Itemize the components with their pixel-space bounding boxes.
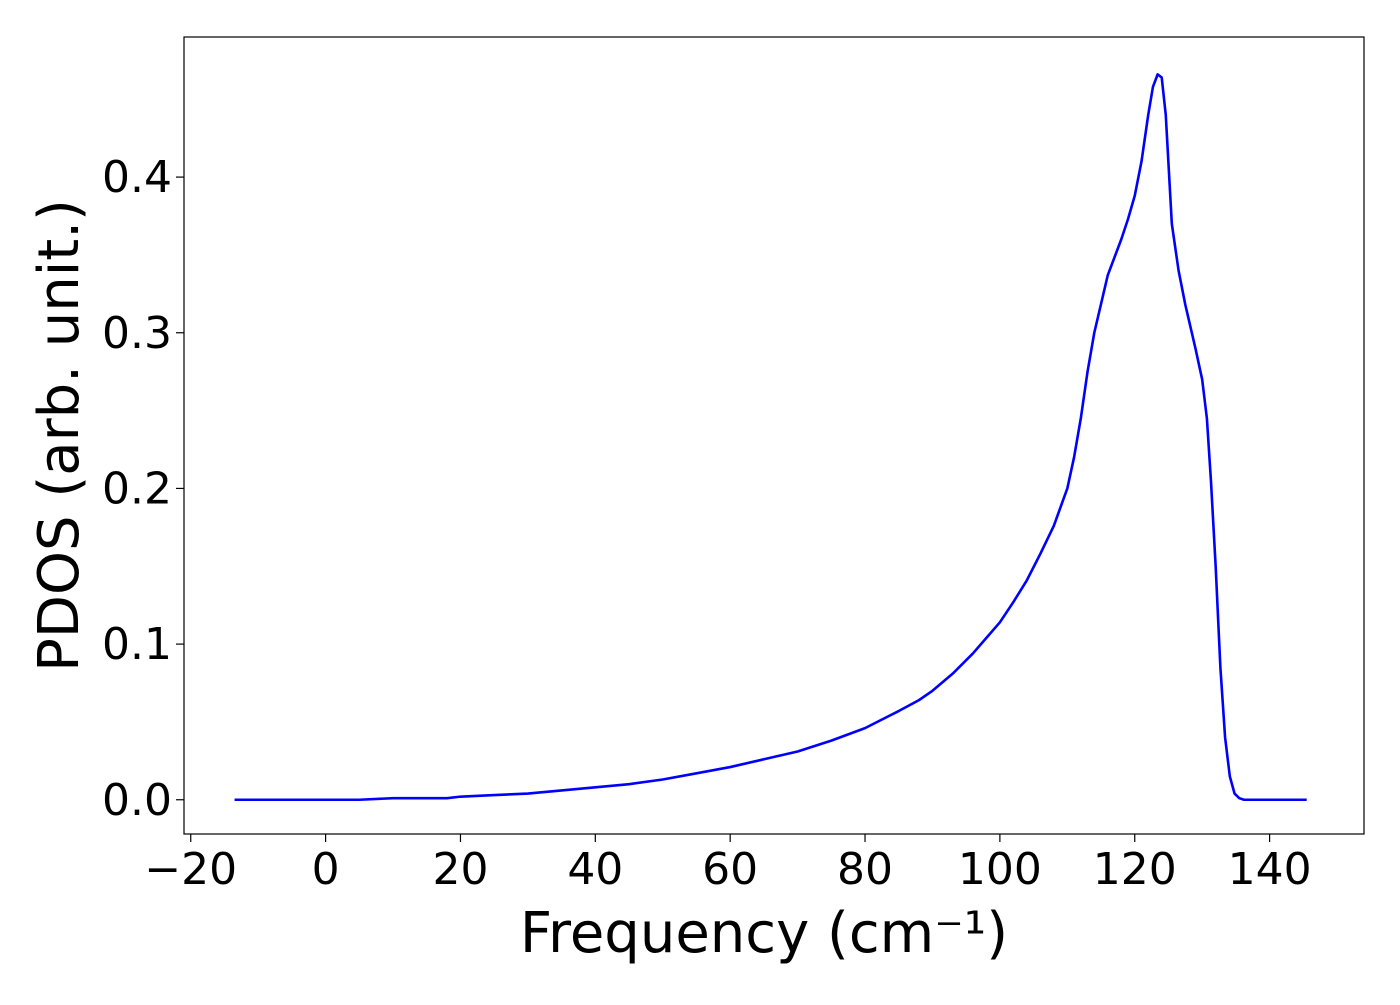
y-axis-label: PDOS (arb. unit.) — [27, 199, 92, 672]
plot-area — [234, 73, 1307, 802]
y-tick-label: 0.1 — [102, 619, 172, 670]
plot-frame — [183, 36, 1365, 835]
y-axis-ticks: 0.0 0.1 0.2 0.3 0.4 — [102, 152, 184, 826]
x-axis-label: Frequency (cm⁻¹) — [520, 901, 1008, 966]
x-tick-label: 40 — [567, 844, 623, 895]
pdos-series-line — [234, 73, 1307, 802]
y-tick-label: 0.3 — [102, 308, 172, 359]
x-tick-label: 60 — [702, 844, 758, 895]
y-tick-label: 0.4 — [102, 152, 172, 203]
y-tick-label: 0.0 — [102, 775, 172, 826]
x-tick-label: 80 — [837, 844, 893, 895]
x-tick-label: 100 — [958, 844, 1042, 895]
x-tick-label: 120 — [1093, 844, 1177, 895]
x-tick-label: −20 — [144, 844, 237, 895]
x-tick-label: 20 — [432, 844, 488, 895]
x-tick-label: 140 — [1228, 844, 1312, 895]
x-tick-label: 0 — [312, 844, 340, 895]
y-tick-label: 0.2 — [102, 463, 172, 514]
x-axis-ticks: −20 0 20 40 60 80 100 120 140 — [144, 834, 1312, 895]
